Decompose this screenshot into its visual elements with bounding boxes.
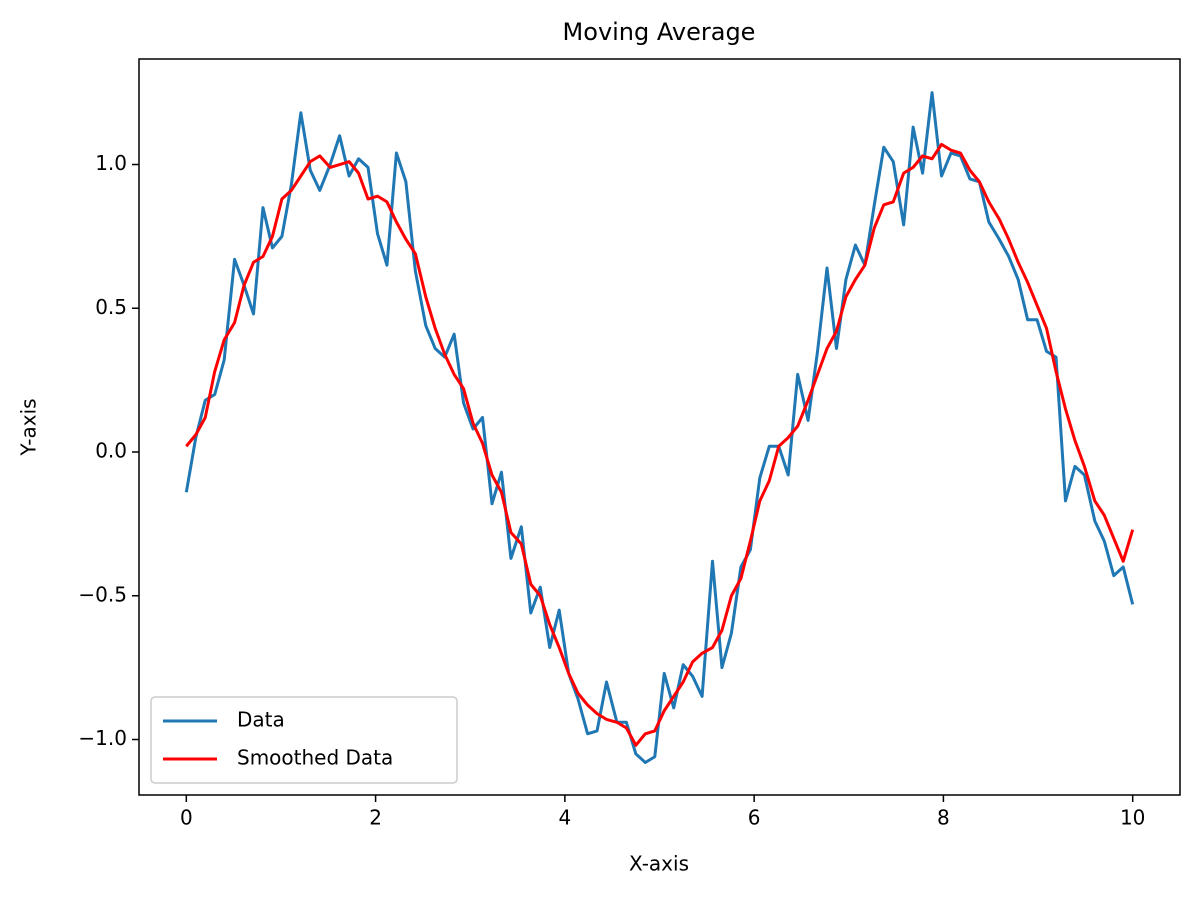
data-line — [184, 91, 1135, 765]
legend-label: Data — [237, 708, 285, 732]
y-tick-label: 0.5 — [95, 295, 127, 319]
x-axis-label: X-axis — [629, 852, 689, 876]
x-tick-label: 8 — [937, 806, 950, 830]
y-tick-label: 0.0 — [95, 439, 127, 463]
chart-title: Moving Average — [563, 18, 756, 46]
x-tick-label: 6 — [748, 806, 761, 830]
x-tick-label: 10 — [1120, 806, 1145, 830]
x-tick-label: 4 — [558, 806, 571, 830]
data-line — [185, 142, 1135, 747]
x-tick-label: 0 — [180, 806, 193, 830]
legend-label: Smoothed Data — [237, 746, 393, 770]
y-axis-label: Y-axis — [17, 398, 41, 456]
legend-box — [150, 696, 458, 784]
y-tick-label: −1.0 — [78, 726, 127, 750]
y-tick-label: 1.0 — [95, 151, 127, 175]
plot-frame — [138, 58, 1181, 796]
y-tick-label: −0.5 — [78, 582, 127, 606]
x-tick-label: 2 — [369, 806, 382, 830]
